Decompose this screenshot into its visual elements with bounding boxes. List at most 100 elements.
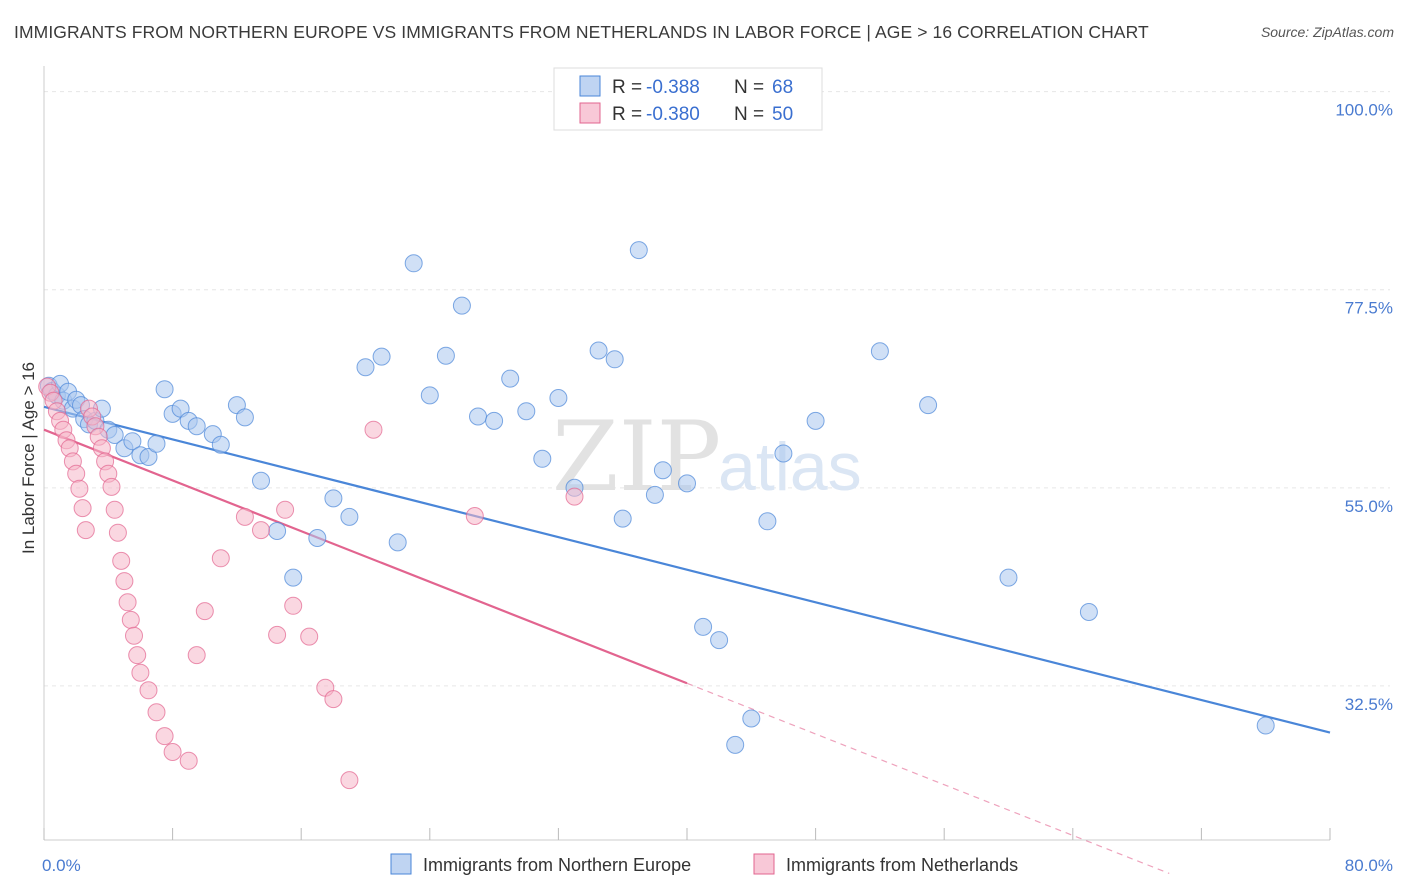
point-series1-41 [276,500,295,519]
legend-bottom-label-0: Immigrants from Northern Europe [423,855,691,875]
x-tick-label-1: 80.0% [1345,856,1393,875]
trend-line-series0 [43,405,1331,734]
point-series1-49 [565,487,584,506]
chart-title: IMMIGRANTS FROM NORTHERN EUROPE VS IMMIG… [14,22,1149,42]
y-tick-label-1: 77.5% [1345,299,1393,318]
point-series1-47 [364,420,383,439]
point-series1-34 [179,751,198,770]
legend-top-n-label-0: N = [734,77,764,98]
point-series0-57 [710,631,729,650]
point-series0-66 [1079,603,1098,621]
point-series0-32 [308,529,327,547]
point-series0-30 [268,522,287,540]
point-series1-36 [195,602,214,621]
point-series1-24 [115,572,134,591]
point-series1-40 [268,625,287,644]
point-series0-45 [517,402,536,421]
point-series0-46 [533,449,552,468]
point-series0-37 [388,533,407,552]
legend-top-r-value-1: -0.380 [646,104,700,125]
point-series0-36 [372,347,391,366]
point-series0-16 [123,432,142,451]
point-series1-28 [128,646,147,665]
point-series1-42 [284,596,303,615]
point-series1-29 [131,663,150,682]
point-series1-38 [235,507,254,526]
point-series1-46 [340,771,359,790]
point-series0-44 [501,369,520,388]
y-axis-label: In Labor Force | Age > 16 [19,362,38,554]
point-series0-28 [235,408,254,427]
point-series1-25 [118,593,137,612]
legend-top-n-value-1: 50 [772,104,793,125]
y-tick-label-2: 55.0% [1345,497,1393,516]
point-series0-19 [147,434,166,453]
legend-top-r-label-0: R = [612,77,642,98]
point-series0-51 [613,509,632,528]
legend-bottom-label-1: Immigrants from Netherlands [786,855,1018,875]
y-tick-label-3: 32.5% [1345,695,1393,714]
y-tick-label-0: 100.0% [1335,101,1393,120]
point-series0-33 [324,489,343,508]
point-series1-31 [147,703,166,722]
point-series1-10 [70,479,89,498]
point-series0-41 [452,296,471,315]
gridlines [44,91,1390,687]
x-tick-label-0: 0.0% [42,856,81,875]
legend-top-n-value-0: 68 [772,77,793,98]
point-series1-30 [139,681,158,700]
point-series0-55 [678,474,696,493]
axes [43,66,1331,841]
point-series1-21 [105,500,124,519]
point-series0-49 [589,341,608,360]
point-series0-26 [211,435,230,454]
point-series0-31 [284,568,303,587]
legend-top-swatch-0 [579,75,601,97]
point-series1-26 [121,610,140,629]
point-series0-60 [758,512,777,531]
point-series0-42 [469,407,487,426]
point-series0-52 [629,241,648,260]
legend-top: R = -0.388 N = 68 R = -0.380 N = 50 [553,67,823,131]
point-series0-61 [774,444,793,463]
legend-top-r-label-1: R = [612,104,642,125]
point-series1-11 [73,499,92,518]
point-series1-23 [112,551,131,570]
legend-bottom-swatch-1 [753,853,775,875]
point-series1-9 [67,464,86,483]
point-series1-33 [163,743,182,761]
point-series1-32 [155,727,174,746]
point-series1-39 [252,521,270,540]
x-tick-labels: 0.0% 80.0% [42,856,1393,875]
point-series0-38 [404,254,423,273]
point-series0-62 [806,411,825,430]
point-series0-56 [694,617,713,636]
point-series0-18 [139,448,158,466]
point-series1-43 [300,627,319,646]
legend-top-swatch-1 [579,102,601,124]
point-series0-50 [605,350,624,369]
point-series1-45 [324,690,343,709]
point-series0-34 [340,507,359,526]
point-series0-58 [726,735,745,754]
point-series0-63 [870,342,889,361]
watermark-atlas: atlas [718,429,862,505]
point-series0-54 [653,461,672,480]
point-series0-20 [155,380,174,399]
point-series0-65 [999,568,1018,587]
point-series0-67 [1256,716,1275,735]
trend-lines [43,405,1331,875]
data-points [38,241,1275,790]
point-series0-53 [645,485,664,504]
trend-extension-series1 [686,682,1170,875]
source-label: Source: ZipAtlas.com [1260,24,1394,40]
legend-top-n-label-1: N = [734,104,764,125]
point-series1-22 [108,523,127,542]
point-series0-59 [742,709,761,728]
point-series1-12 [76,521,95,540]
legend-top-r-value-0: -0.388 [646,77,700,98]
point-series0-40 [436,346,455,365]
point-series0-35 [356,358,375,377]
legend-bottom-swatch-0 [390,853,412,875]
